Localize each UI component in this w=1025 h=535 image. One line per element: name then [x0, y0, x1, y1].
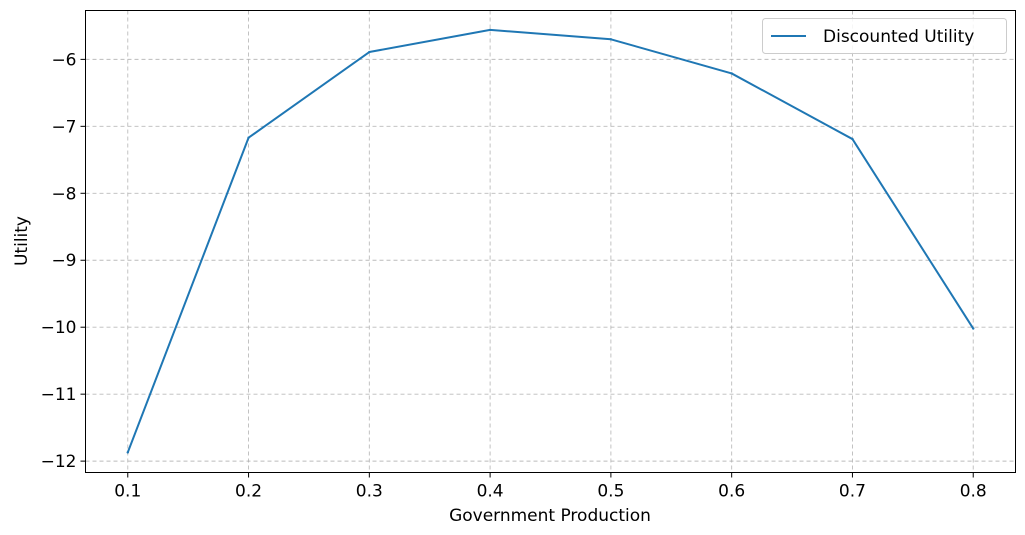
series-line-discounted-utility [126, 28, 975, 454]
x-axis-label: Government Production [449, 506, 651, 526]
x-tick-label: 0.7 [839, 482, 866, 502]
y-tick-label: −12 [41, 452, 77, 472]
data-point [972, 327, 975, 330]
data-point [851, 137, 854, 141]
plot-frame [85, 10, 1016, 473]
x-tick-label: 0.4 [477, 482, 504, 502]
x-tick-label: 0.5 [597, 482, 624, 502]
data-point [126, 451, 129, 454]
series-layer [126, 28, 975, 454]
x-tick-label: 0.2 [235, 482, 262, 502]
y-tick-label: −6 [51, 50, 76, 70]
y-tick-label: −8 [51, 184, 76, 204]
y-tick-label: −9 [51, 251, 76, 271]
data-point [609, 38, 613, 41]
y-axis: −12 −11 −10 −9 −8 −7 −6 [41, 50, 86, 472]
y-tick-label: −11 [41, 385, 77, 405]
x-axis: 0.1 0.2 0.3 0.4 0.5 0.6 0.7 0.8 [114, 472, 987, 502]
legend-label-discounted-utility: Discounted Utility [823, 27, 974, 47]
data-point [247, 136, 250, 139]
data-point [488, 28, 492, 32]
x-tick-label: 0.1 [114, 482, 141, 502]
grid [85, 10, 1016, 473]
y-axis-label: Utility [12, 216, 32, 266]
data-point [368, 50, 371, 54]
legend: Discounted Utility [762, 18, 1007, 54]
legend-box [762, 18, 1007, 54]
data-point [730, 72, 733, 75]
y-tick-label: −7 [51, 117, 76, 137]
x-tick-label: 0.3 [356, 482, 383, 502]
y-tick-label: −10 [41, 318, 77, 338]
x-tick-label: 0.6 [718, 482, 745, 502]
x-tick-label: 0.8 [960, 482, 987, 502]
